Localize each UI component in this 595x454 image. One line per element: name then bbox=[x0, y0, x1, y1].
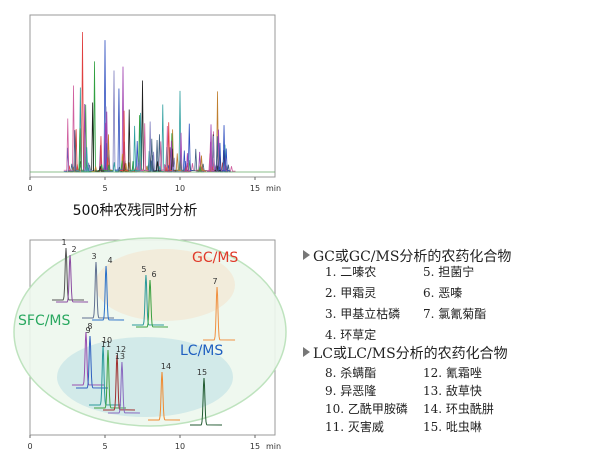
trace bbox=[76, 163, 85, 171]
peak-label: 3 bbox=[91, 252, 96, 261]
trace bbox=[153, 161, 162, 172]
peak bbox=[82, 261, 115, 319]
x-unit: min bbox=[266, 184, 281, 193]
peak-label: 11 bbox=[101, 340, 111, 349]
compound: 10. 乙酰甲胺磷 bbox=[325, 401, 408, 416]
peak-label: 10 bbox=[102, 336, 112, 345]
trace bbox=[63, 147, 72, 172]
trace bbox=[222, 148, 231, 172]
trace bbox=[130, 125, 139, 172]
compound: 12. 氰霜唑 bbox=[423, 365, 482, 380]
x-tick-label: 5 bbox=[102, 442, 107, 451]
bullet bbox=[303, 347, 310, 357]
peak-label: 12 bbox=[116, 345, 126, 354]
peak-label: 14 bbox=[161, 362, 171, 371]
x-unit: min bbox=[266, 442, 281, 451]
peak bbox=[94, 349, 127, 409]
compound: 8. 杀螨酯 bbox=[325, 365, 376, 380]
trace bbox=[104, 164, 113, 172]
section-title: GC或GC/MS分析的农药化合物 bbox=[313, 249, 511, 265]
trace bbox=[140, 123, 149, 171]
trace bbox=[212, 165, 221, 172]
peak-label: 8 bbox=[87, 322, 92, 331]
compound: 3. 甲基立枯磷 bbox=[325, 306, 400, 321]
trace bbox=[110, 70, 118, 171]
compound: 15. 吡虫啉 bbox=[423, 420, 482, 434]
trace bbox=[114, 88, 123, 171]
group-label: SFC/MS bbox=[18, 313, 71, 329]
trace bbox=[70, 130, 79, 172]
compound: 14. 环虫酰肼 bbox=[423, 401, 494, 416]
peak-label: 6 bbox=[151, 270, 156, 279]
trace bbox=[183, 153, 192, 172]
x-tick-label: 15 bbox=[250, 442, 260, 451]
x-tick-label: 0 bbox=[27, 442, 32, 451]
compound: 11. 灭害威 bbox=[325, 419, 384, 434]
peak-label: 9 bbox=[85, 326, 90, 335]
group-label: LC/MS bbox=[180, 343, 223, 359]
peak bbox=[56, 254, 89, 303]
x-tick-label: 10 bbox=[175, 442, 185, 451]
x-tick-label: 0 bbox=[27, 184, 32, 193]
peak bbox=[89, 345, 122, 406]
peak-label: 13 bbox=[115, 352, 125, 361]
peak bbox=[203, 286, 236, 341]
compound: 13. 敌草快 bbox=[423, 383, 482, 398]
compound: 4. 环草定 bbox=[325, 327, 376, 342]
trace bbox=[69, 85, 78, 171]
peak-label: 15 bbox=[197, 368, 207, 377]
caption: 500种农残同时分析 bbox=[73, 203, 198, 219]
trace bbox=[63, 118, 72, 171]
x-tick-label: 5 bbox=[102, 184, 107, 193]
trace bbox=[102, 143, 111, 172]
trace bbox=[196, 165, 205, 171]
peak bbox=[136, 279, 169, 328]
trace bbox=[96, 165, 105, 172]
trace bbox=[207, 124, 216, 172]
peak bbox=[103, 354, 136, 411]
x-tick-label: 15 bbox=[250, 184, 260, 193]
bullet bbox=[303, 250, 310, 260]
compound: 1. 二嗪农 bbox=[325, 265, 376, 279]
trace bbox=[164, 122, 173, 171]
compound: 9. 异恶隆 bbox=[325, 383, 376, 398]
top-frame bbox=[29, 14, 276, 178]
compound: 2. 甲霜灵 bbox=[325, 286, 376, 300]
peak-label: 4 bbox=[108, 256, 113, 265]
peak bbox=[76, 335, 109, 389]
compound: 6. 恶嗪 bbox=[423, 286, 462, 300]
compound: 5. 担菌宁 bbox=[423, 264, 474, 279]
chromatogram-traces bbox=[63, 31, 236, 173]
peak-label: 5 bbox=[141, 265, 146, 274]
peak bbox=[107, 361, 140, 414]
peak bbox=[92, 265, 125, 321]
trace bbox=[155, 166, 164, 172]
section-title: LC或LC/MS分析的农药化合物 bbox=[313, 346, 508, 362]
peak-label: 1 bbox=[61, 238, 66, 247]
trace bbox=[120, 110, 129, 171]
trace bbox=[70, 165, 79, 172]
gc-region bbox=[95, 249, 235, 321]
x-tick-label: 10 bbox=[175, 184, 185, 193]
peak bbox=[148, 371, 181, 421]
peak-label: 2 bbox=[72, 245, 77, 254]
compound: 7. 氯氰菊酯 bbox=[423, 306, 486, 321]
peak bbox=[190, 377, 223, 426]
peak-label: 7 bbox=[213, 277, 218, 286]
group-label: GC/MS bbox=[192, 250, 238, 266]
